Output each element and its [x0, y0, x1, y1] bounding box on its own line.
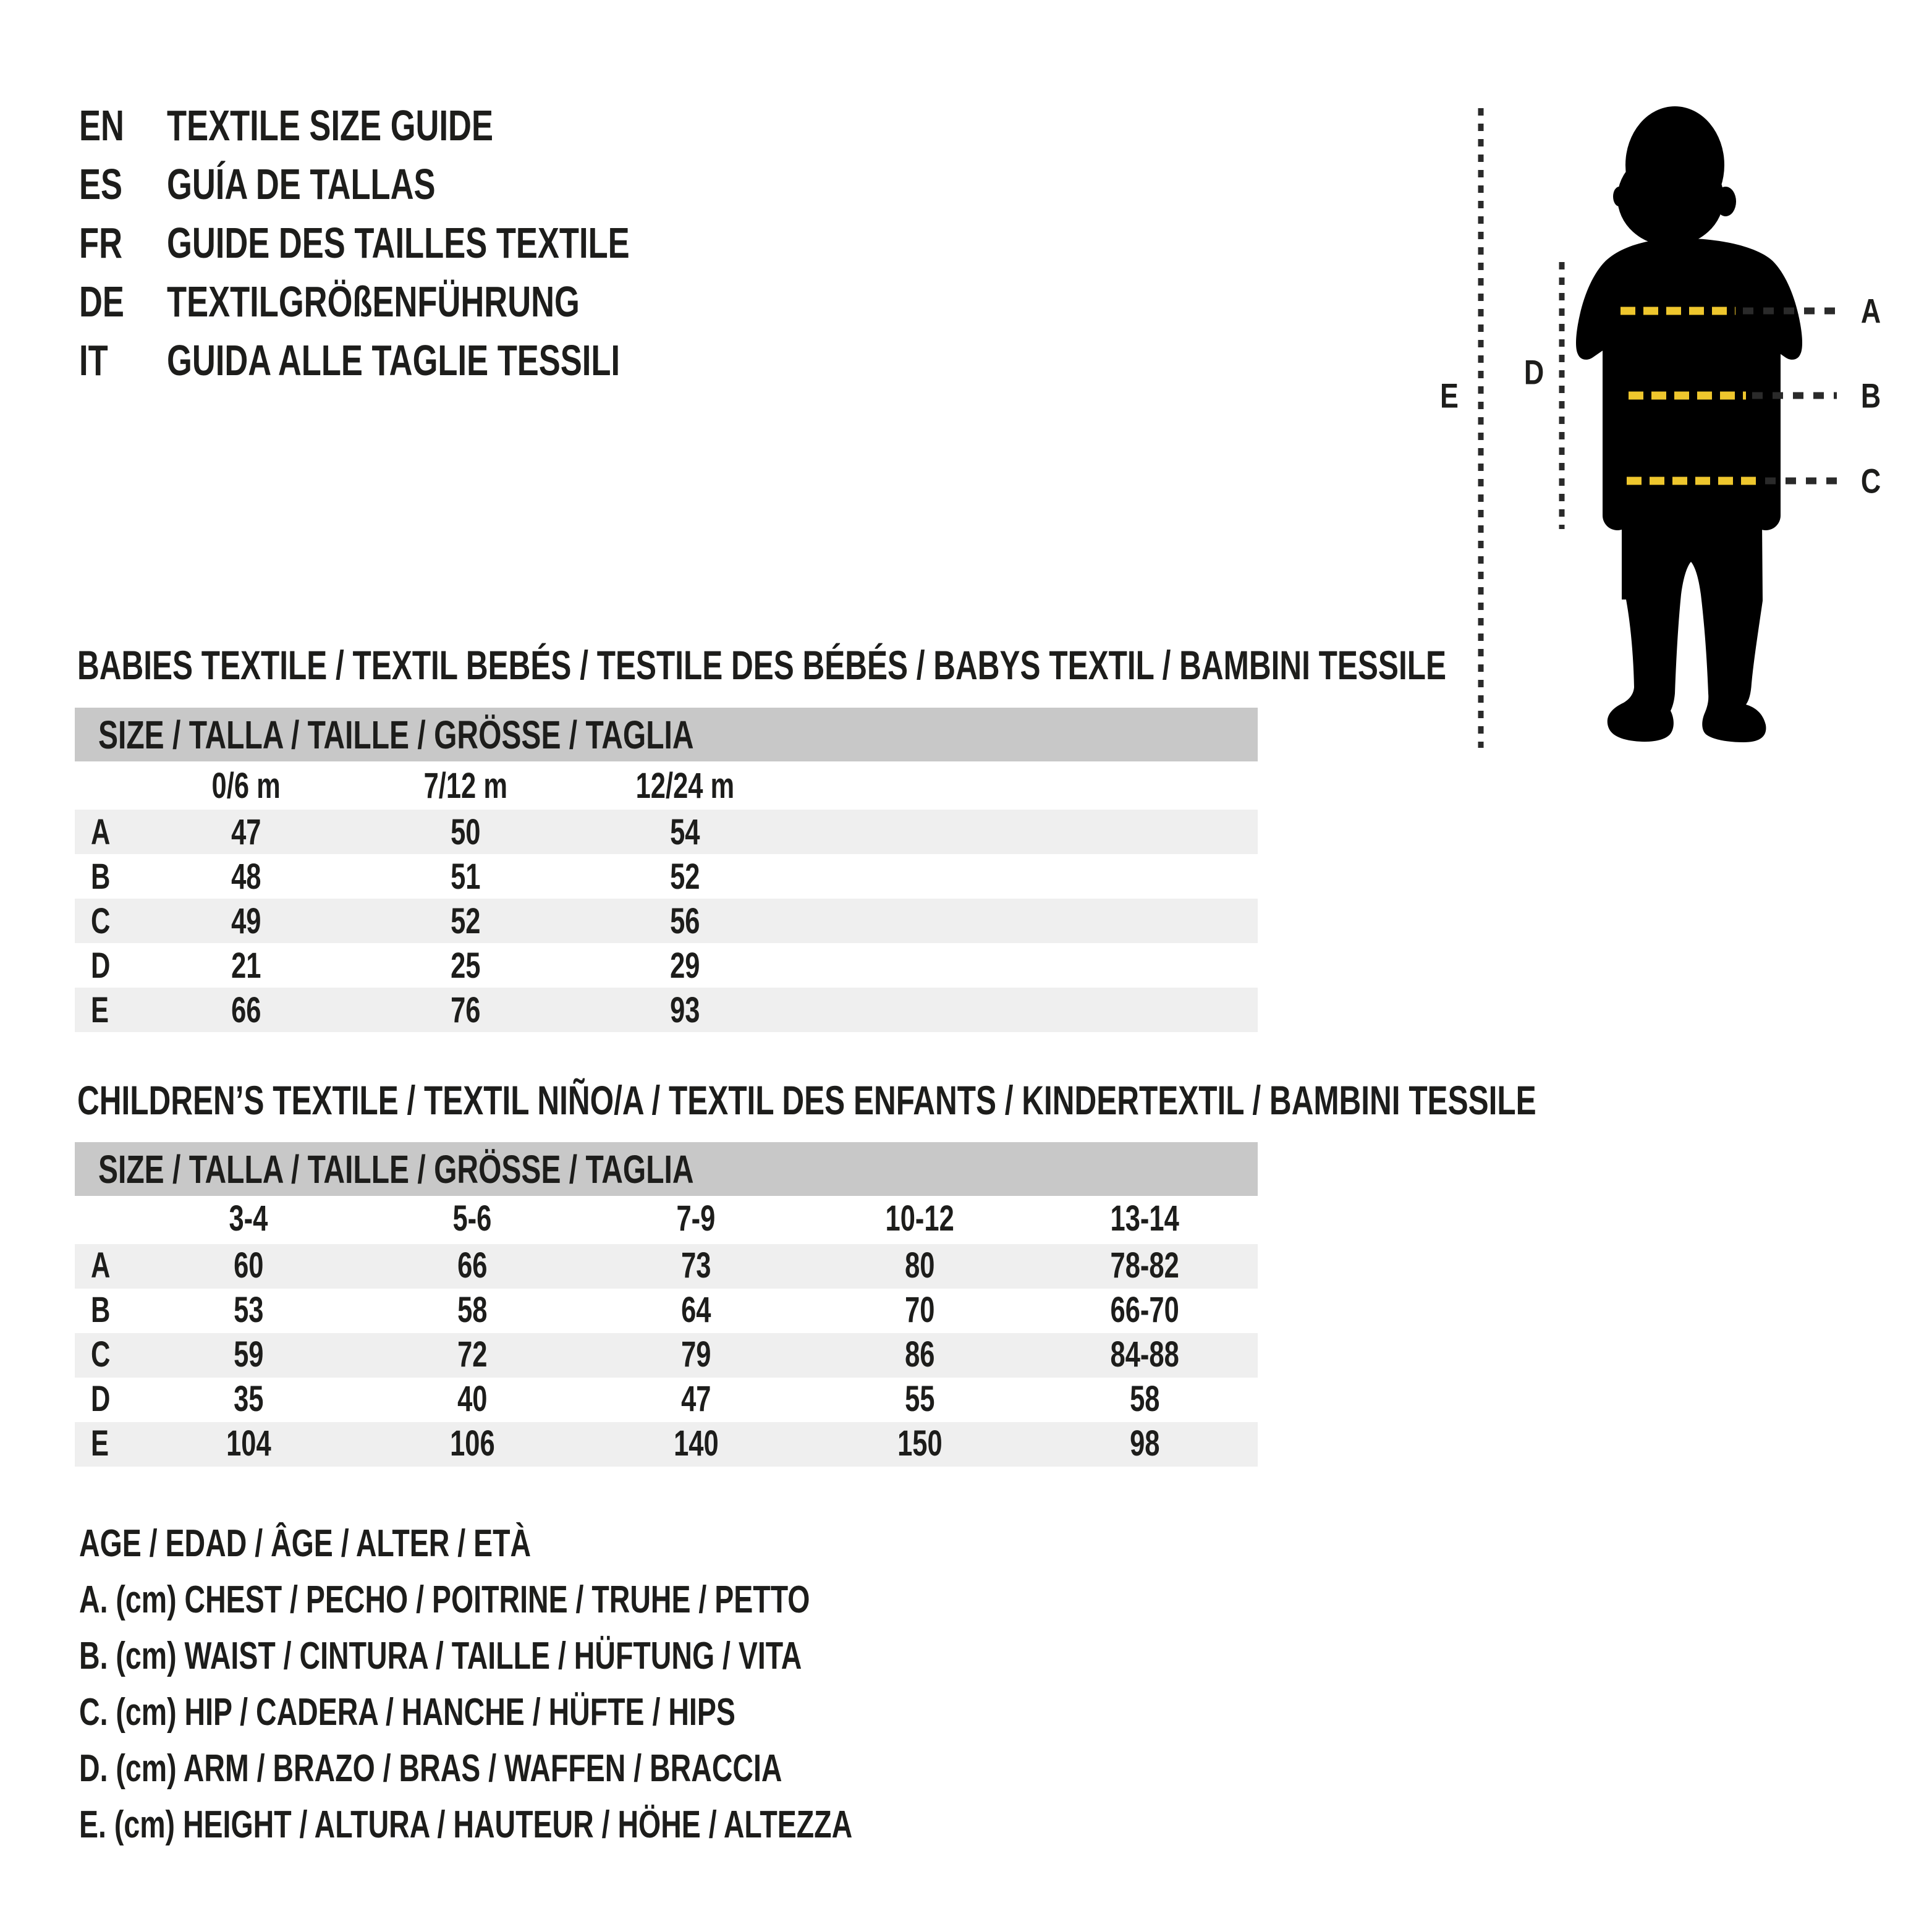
- legend-height: E. (cm) HEIGHT / ALTURA / HAUTEUR / HÖHE…: [79, 1803, 853, 1846]
- language-row-en: EN TEXTILE SIZE GUIDE: [79, 96, 784, 155]
- table-row: A 47 50 54: [75, 810, 1258, 854]
- language-code-de: DE: [79, 277, 124, 326]
- children-col-7-9: 7-9: [676, 1198, 716, 1239]
- legend-waist: B. (cm) WAIST / CINTURA / TAILLE / HÜFTU…: [79, 1635, 802, 1677]
- children-section-title: CHILDREN’S TEXTILE / TEXTIL NIÑO/A / TEX…: [77, 1077, 1536, 1123]
- row-label: A: [91, 811, 111, 852]
- row-label: C: [91, 900, 111, 941]
- children-col-3-4: 3-4: [229, 1198, 268, 1239]
- row-label: A: [91, 1245, 111, 1286]
- row-label: B: [91, 1290, 111, 1331]
- legend-age: AGE / EDAD / ÂGE / ALTER / ETÀ: [79, 1522, 532, 1565]
- guide-title-fr: GUIDE DES TAILLES TEXTILE: [167, 218, 630, 267]
- babies-col-0-6m: 0/6 m: [211, 765, 281, 806]
- row-label: D: [91, 1379, 111, 1420]
- babies-col-7-12m: 7/12 m: [423, 765, 508, 806]
- row-label: C: [91, 1334, 111, 1375]
- row-label: B: [91, 856, 111, 897]
- table-row: D 21 25 29: [91, 945, 700, 986]
- shorts-legs-shoes: [1607, 487, 1766, 742]
- language-row-fr: FR GUIDE DES TAILLES TEXTILE: [79, 213, 784, 272]
- children-col-13-14: 13-14: [1110, 1198, 1179, 1239]
- legend-chest: A. (cm) CHEST / PECHO / POITRINE / TRUHE…: [79, 1578, 810, 1621]
- guide-title-it: GUIDA ALLE TAGLIE TESSILI: [167, 336, 621, 384]
- shirt: [1576, 238, 1802, 513]
- guide-title-de: TEXTILGRÖßENFÜHRUNG: [167, 277, 580, 326]
- language-code-es: ES: [79, 159, 123, 208]
- children-size-table: SIZE / TALLA / TAILLE / GRÖSSE / TAGLIA …: [75, 1142, 1258, 1467]
- row-label: E: [91, 1423, 109, 1464]
- language-title-list: EN TEXTILE SIZE GUIDE ES GUÍA DE TALLAS …: [79, 96, 784, 389]
- table-row: B 48 51 52: [91, 856, 700, 897]
- guide-title-es: GUÍA DE TALLAS: [167, 159, 436, 208]
- language-row-es: ES GUÍA DE TALLAS: [79, 155, 784, 213]
- label-arm-d: D: [1523, 352, 1544, 392]
- label-hip-c: C: [1860, 461, 1881, 501]
- children-col-5-6: 5-6: [452, 1198, 492, 1239]
- table-row: C 49 52 56: [75, 899, 1258, 943]
- measurement-diagram: A B C D E: [1421, 80, 1910, 779]
- ear-right: [1715, 187, 1736, 216]
- label-chest-a: A: [1860, 291, 1881, 331]
- babies-col-12-24m: 12/24 m: [635, 765, 735, 806]
- ear-left: [1613, 187, 1625, 206]
- babies-table-header: SIZE / TALLA / TAILLE / GRÖSSE / TAGLIA: [75, 708, 1258, 761]
- babies-size-table: SIZE / TALLA / TAILLE / GRÖSSE / TAGLIA …: [75, 708, 1258, 1032]
- table-row: C 59 72 79 86 84-88: [75, 1333, 1258, 1378]
- arm-left: [1603, 326, 1632, 530]
- language-row-it: IT GUIDA ALLE TAGLIE TESSILI: [79, 331, 784, 389]
- babies-column-headers: 0/6 m 7/12 m 12/24 m: [75, 761, 1258, 810]
- child-silhouette: [1576, 106, 1802, 742]
- label-waist-b: B: [1860, 376, 1881, 415]
- legend-hip: C. (cm) HIP / CADERA / HANCHE / HÜFTE / …: [79, 1691, 735, 1734]
- language-code-en: EN: [79, 101, 124, 150]
- table-row: D 35 40 47 55 58: [91, 1379, 1160, 1420]
- babies-section-title: BABIES TEXTILE / TEXTIL BEBÉS / TESTILE …: [77, 642, 1446, 688]
- children-col-10-12: 10-12: [885, 1198, 954, 1239]
- children-table-header: SIZE / TALLA / TAILLE / GRÖSSE / TAGLIA: [75, 1142, 1258, 1196]
- guide-title-en: TEXTILE SIZE GUIDE: [167, 101, 493, 150]
- table-row: A 60 66 73 80 78-82: [75, 1244, 1258, 1289]
- table-row: E 66 76 93: [75, 988, 1258, 1032]
- row-label: E: [91, 989, 109, 1030]
- measurement-legend: AGE / EDAD / ÂGE / ALTER / ETÀ A. (cm) C…: [79, 1515, 1110, 1853]
- children-column-headers: 3-4 5-6 7-9 10-12 13-14: [75, 1196, 1258, 1244]
- language-code-it: IT: [79, 336, 108, 384]
- label-height-e: E: [1440, 376, 1459, 415]
- row-label: D: [91, 945, 111, 986]
- language-row-de: DE TEXTILGRÖßENFÜHRUNG: [79, 272, 784, 331]
- child-measurement-figure: [1478, 106, 1837, 748]
- table-row: E 104 106 140 150 98: [75, 1422, 1258, 1467]
- language-code-fr: FR: [79, 218, 122, 267]
- arm-right: [1751, 326, 1781, 530]
- legend-arm: D. (cm) ARM / BRAZO / BRAS / WAFFEN / BR…: [79, 1747, 782, 1790]
- table-row: B 53 58 64 70 66-70: [91, 1290, 1179, 1331]
